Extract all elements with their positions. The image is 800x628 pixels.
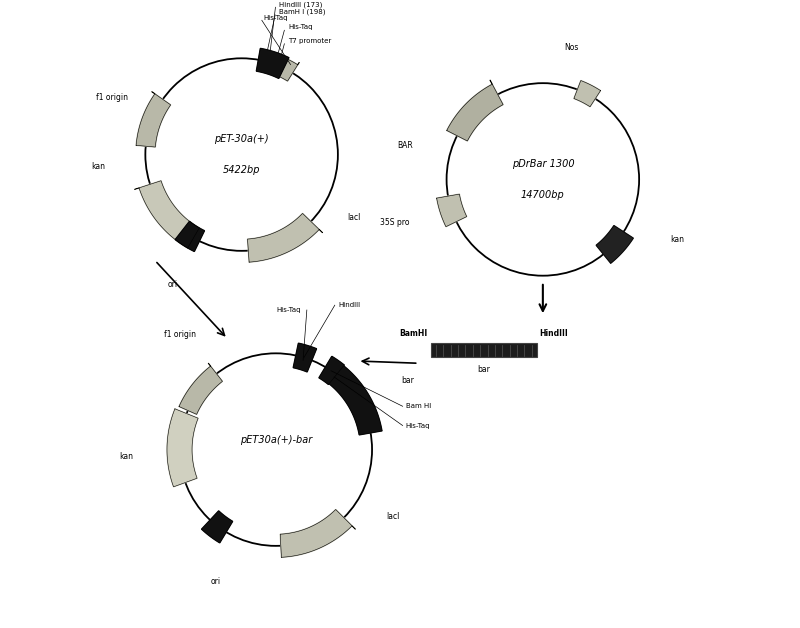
Text: His-Taq: His-Taq: [263, 15, 288, 21]
Text: bar: bar: [478, 364, 490, 374]
Text: f1 origin: f1 origin: [163, 330, 195, 339]
Text: ori: ori: [167, 279, 178, 289]
Polygon shape: [134, 181, 199, 248]
Text: lacI: lacI: [386, 512, 400, 521]
Polygon shape: [324, 361, 382, 435]
Polygon shape: [167, 409, 198, 487]
Polygon shape: [280, 509, 355, 557]
Polygon shape: [262, 52, 299, 81]
Polygon shape: [293, 343, 317, 372]
Text: HindIII (173): HindIII (173): [279, 1, 322, 8]
Text: Nos: Nos: [565, 43, 579, 52]
Text: BamHI: BamHI: [400, 330, 428, 338]
Text: kan: kan: [119, 452, 134, 461]
Text: T7 promoter: T7 promoter: [288, 38, 331, 44]
Polygon shape: [446, 80, 503, 141]
Polygon shape: [175, 221, 205, 251]
Text: His-Taq: His-Taq: [276, 307, 301, 313]
Polygon shape: [437, 194, 466, 227]
Polygon shape: [136, 92, 170, 147]
Text: pET30a(+)-bar: pET30a(+)-bar: [240, 435, 312, 445]
Polygon shape: [596, 225, 634, 263]
Polygon shape: [319, 356, 344, 384]
Bar: [431, 344, 537, 357]
Polygon shape: [574, 80, 601, 107]
Text: Bam HI: Bam HI: [406, 403, 431, 409]
Text: His-Taq: His-Taq: [288, 24, 313, 31]
Text: pET-30a(+): pET-30a(+): [214, 134, 269, 144]
Text: bar: bar: [401, 376, 414, 385]
Text: BamH I (198): BamH I (198): [279, 9, 326, 15]
Text: BAR: BAR: [397, 141, 413, 150]
Text: His-Taq: His-Taq: [406, 423, 430, 428]
Text: 35S pro: 35S pro: [381, 219, 410, 227]
Text: f1 origin: f1 origin: [96, 92, 128, 102]
Text: kan: kan: [91, 161, 105, 171]
Text: 14700bp: 14700bp: [521, 190, 565, 200]
Text: 5422bp: 5422bp: [223, 165, 260, 175]
Text: lacI: lacI: [347, 213, 361, 222]
Text: ori: ori: [211, 577, 221, 586]
Polygon shape: [247, 214, 322, 262]
Polygon shape: [256, 48, 289, 78]
Polygon shape: [202, 511, 233, 543]
Polygon shape: [179, 363, 222, 414]
Text: pDrBar 1300: pDrBar 1300: [511, 159, 574, 169]
Text: kan: kan: [670, 235, 684, 244]
Text: HindIII: HindIII: [540, 330, 569, 338]
Text: HindIII: HindIII: [338, 302, 360, 308]
